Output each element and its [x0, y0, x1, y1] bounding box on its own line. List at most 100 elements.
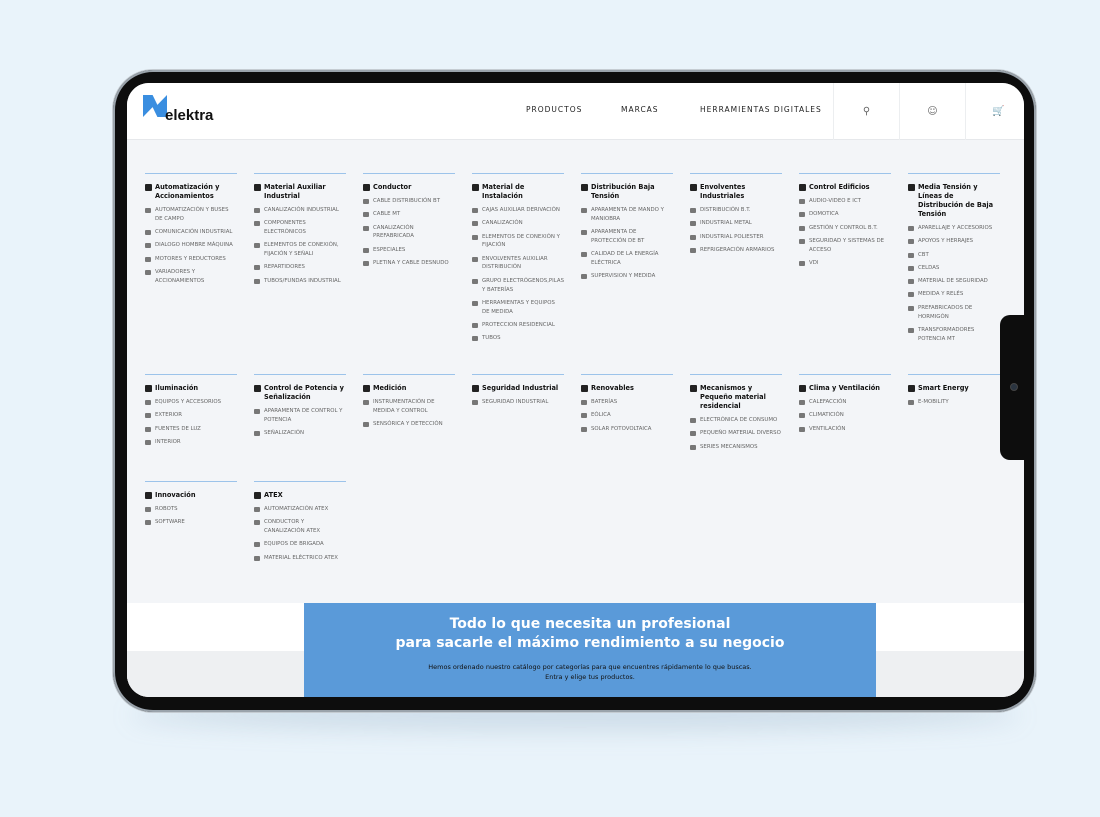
category-heading[interactable]: Control de Potencia y Señalización	[254, 384, 346, 402]
subcategory-link[interactable]: CABLE DISTRIBUCIÓN BT	[363, 197, 455, 206]
category-heading[interactable]: Conductor	[363, 183, 455, 192]
subcategory-link[interactable]: EQUIPOS Y ACCESORIOS	[145, 398, 237, 407]
subcategory-link[interactable]: REPARTIDORES	[254, 263, 346, 272]
subcategory-link[interactable]: INSTRUMENTACIÓN DE MEDIDA Y CONTROL	[363, 398, 455, 416]
subcategory-link[interactable]: HERRAMIENTAS Y EQUIPOS DE MEDIDA	[472, 299, 564, 317]
subcategory-link[interactable]: MEDIDA Y RELÉS	[908, 290, 1000, 299]
subcategory-link[interactable]: INDUSTRIAL POLIESTER	[690, 233, 782, 242]
subcategory-link[interactable]: PREFABRICADOS DE HORMIGÓN	[908, 304, 1000, 322]
nav-productos[interactable]: PRODUCTOS	[526, 105, 583, 114]
subcategory-link[interactable]: CELDAS	[908, 264, 1000, 273]
subcategory-link[interactable]: CAJAS AUXILIAR DERIVACIÓN	[472, 206, 564, 215]
subcategory-link[interactable]: VARIADORES Y ACCIONAMIENTOS	[145, 268, 237, 286]
subcategory-link[interactable]: PLETINA Y CABLE DESNUDO	[363, 259, 455, 268]
category-heading[interactable]: Distribución Baja Tensión	[581, 183, 673, 201]
subcategory-link[interactable]: MOTORES Y REDUCTORES	[145, 255, 237, 264]
subcategory-link[interactable]: SEÑALIZACIÓN	[254, 429, 346, 438]
subcategory-link[interactable]: CANALIZACIÓN INDUSTRIAL	[254, 206, 346, 215]
nav-marcas[interactable]: MARCAS	[621, 105, 659, 114]
subcategory-link[interactable]: AUDIO-VIDEO E ICT	[799, 197, 891, 206]
subcategory-link[interactable]: SENSÓRICA Y DETECCIÓN	[363, 420, 455, 429]
subcategory-link[interactable]: ELECTRÓNICA DE CONSUMO	[690, 416, 782, 425]
subcategory-link[interactable]: VENTILACIÓN	[799, 425, 891, 434]
category-title: Seguridad Industrial	[482, 384, 559, 392]
category-heading[interactable]: Renovables	[581, 384, 673, 393]
subcategory-link[interactable]: APARAMENTA DE MANDO Y MANIOBRA	[581, 206, 673, 224]
subcategory-link[interactable]: SEGURIDAD Y SISTEMAS DE ACCESO	[799, 237, 891, 255]
subcategory-link[interactable]: MATERIAL DE SEGURIDAD	[908, 277, 1000, 286]
subcategory-link[interactable]: COMUNICACIÓN INDUSTRIAL	[145, 228, 237, 237]
subcategory-link[interactable]: COMPONENTES ELECTRÓNICOS	[254, 219, 346, 237]
subcategory-link[interactable]: BATERÍAS	[581, 398, 673, 407]
subcategory-link[interactable]: PROTECCION RESIDENCIAL	[472, 321, 564, 330]
category-heading[interactable]: Seguridad Industrial	[472, 384, 564, 393]
elektra-logo[interactable]: elektra	[139, 95, 219, 129]
subcategory-link[interactable]: CANALIZACIÓN	[472, 219, 564, 228]
subcategory-link[interactable]: CALIDAD DE LA ENERGÍA ELÉCTRICA	[581, 250, 673, 268]
subcategory-link[interactable]: APARAMENTA DE PROTECCIÓN DE BT	[581, 228, 673, 246]
subcategory-link[interactable]: AUTOMATIZACIÓN ATEX	[254, 505, 346, 514]
subcategory-link[interactable]: EÓLICA	[581, 411, 673, 420]
subcategory-link[interactable]: APARELLAJE Y ACCESORIOS	[908, 224, 1000, 233]
category-heading[interactable]: ATEX	[254, 491, 346, 500]
category-heading[interactable]: Material Auxiliar Industrial	[254, 183, 346, 201]
search-button[interactable]: ⚲	[833, 83, 899, 140]
category-heading[interactable]: Control Edificios	[799, 183, 891, 192]
subcategory-link[interactable]: EXTERIOR	[145, 411, 237, 420]
subcategory-link[interactable]: SOFTWARE	[145, 518, 237, 527]
divider	[581, 173, 673, 174]
subcategory-link[interactable]: GRUPO ELECTRÓGENOS,PILAS Y BATERÍAS	[472, 277, 564, 295]
subcategory-link[interactable]: PEQUEÑO MATERIAL DIVERSO	[690, 429, 782, 438]
subcategory-link[interactable]: SERIES MECANISMOS	[690, 443, 782, 452]
subcategory-link[interactable]: SOLAR FOTOVOLTAICA	[581, 425, 673, 434]
subcategory-link[interactable]: EQUIPOS DE BRIGADA	[254, 540, 346, 549]
subcategory-label: CANALIZACIÓN	[482, 220, 523, 227]
subcategory-link[interactable]: DOMOTICA	[799, 210, 891, 219]
subcategory-link[interactable]: INTERIOR	[145, 438, 237, 447]
category-heading[interactable]: Iluminación	[145, 384, 237, 393]
subcategory-link[interactable]: CANALIZACIÓN PREFABRICADA	[363, 224, 455, 242]
category-heading[interactable]: Mecanismos y Pequeño material residencia…	[690, 384, 782, 411]
subcategory-link[interactable]: ELEMENTOS DE CONEXIÓN Y FIJACIÓN	[472, 233, 564, 251]
subcategory-link[interactable]: FUENTES DE LUZ	[145, 425, 237, 434]
subcategory-link[interactable]: CLIMATICIÓN	[799, 411, 891, 420]
subcategory-link[interactable]: REFRIGERACIÓN ARMARIOS	[690, 246, 782, 255]
subcategory-label: MOTORES Y REDUCTORES	[155, 255, 226, 262]
category-heading[interactable]: Media Tensión y Líneas de Distribución d…	[908, 183, 1000, 219]
subcategory-link[interactable]: e-MOBILITY	[908, 398, 1000, 407]
subcategory-link[interactable]: CABLE MT	[363, 210, 455, 219]
subcategory-link[interactable]: TUBOS/FUNDAS INDUSTRIAL	[254, 277, 346, 286]
subcategory-link[interactable]: MATERIAL ELÉCTRICO ATEX	[254, 554, 346, 563]
subcategory-link[interactable]: GESTIÓN Y CONTROL B.T.	[799, 224, 891, 233]
subcategory-link[interactable]: ESPECIALES	[363, 246, 455, 255]
subcategory-link[interactable]: ELEMENTOS DE CONEXIÓN, FIJACIÓN Y SEÑALI	[254, 241, 346, 259]
category-heading[interactable]: Clima y Ventilación	[799, 384, 891, 393]
subcategory-link[interactable]: APARAMENTA DE CONTROL Y POTENCIA	[254, 407, 346, 425]
subcategory-link[interactable]: ROBOTS	[145, 505, 237, 514]
category-heading[interactable]: Automatización y Accionamientos	[145, 183, 237, 201]
subcategory-link[interactable]: DISTRIBUCIÓN B.T.	[690, 206, 782, 215]
subcategory-link[interactable]: SUPERVISION Y MEDIDA	[581, 272, 673, 281]
subcategory-label: REFRIGERACIÓN ARMARIOS	[700, 246, 775, 253]
category-heading[interactable]: Medición	[363, 384, 455, 393]
category-heading[interactable]: Envolventes Industriales	[690, 183, 782, 201]
subcategory-link[interactable]: DIALOGO HOMBRE MÁQUINA	[145, 241, 237, 250]
subcategory-link[interactable]: TUBOS	[472, 334, 564, 343]
subcategory-label: EQUIPOS DE BRIGADA	[264, 541, 324, 548]
subcategory-link[interactable]: CBT	[908, 251, 1000, 260]
category-heading[interactable]: Innovación	[145, 491, 237, 500]
subcategory-link[interactable]: CALEFACCIÓN	[799, 398, 891, 407]
nav-herramientas-digitales[interactable]: HERRAMIENTAS DIGITALES	[700, 105, 822, 114]
subcategory-link[interactable]: VDI	[799, 259, 891, 268]
subcategory-link[interactable]: INDUSTRIAL METAL	[690, 219, 782, 228]
subcategory-link[interactable]: ENVOLVENTES AUXILIAR DISTRIBUCIÓN	[472, 255, 564, 273]
cart-button[interactable]: 🛒	[965, 83, 1024, 140]
subcategory-link[interactable]: AUTOMATIZACIÓN Y BUSES DE CAMPO	[145, 206, 237, 224]
category-heading[interactable]: Material de Instalación	[472, 183, 564, 201]
subcategory-link[interactable]: APOYOS Y HERRAJES	[908, 237, 1000, 246]
category-heading[interactable]: Smart Energy	[908, 384, 1000, 393]
account-button[interactable]: ☺	[899, 83, 965, 140]
subcategory-link[interactable]: CONDUCTOR Y CANALIZACIÓN ATEX	[254, 518, 346, 536]
subcategory-link[interactable]: TRANSFORMADORES POTENCIA MT	[908, 326, 1000, 344]
subcategory-link[interactable]: SEGURIDAD INDUSTRIAL	[472, 398, 564, 407]
